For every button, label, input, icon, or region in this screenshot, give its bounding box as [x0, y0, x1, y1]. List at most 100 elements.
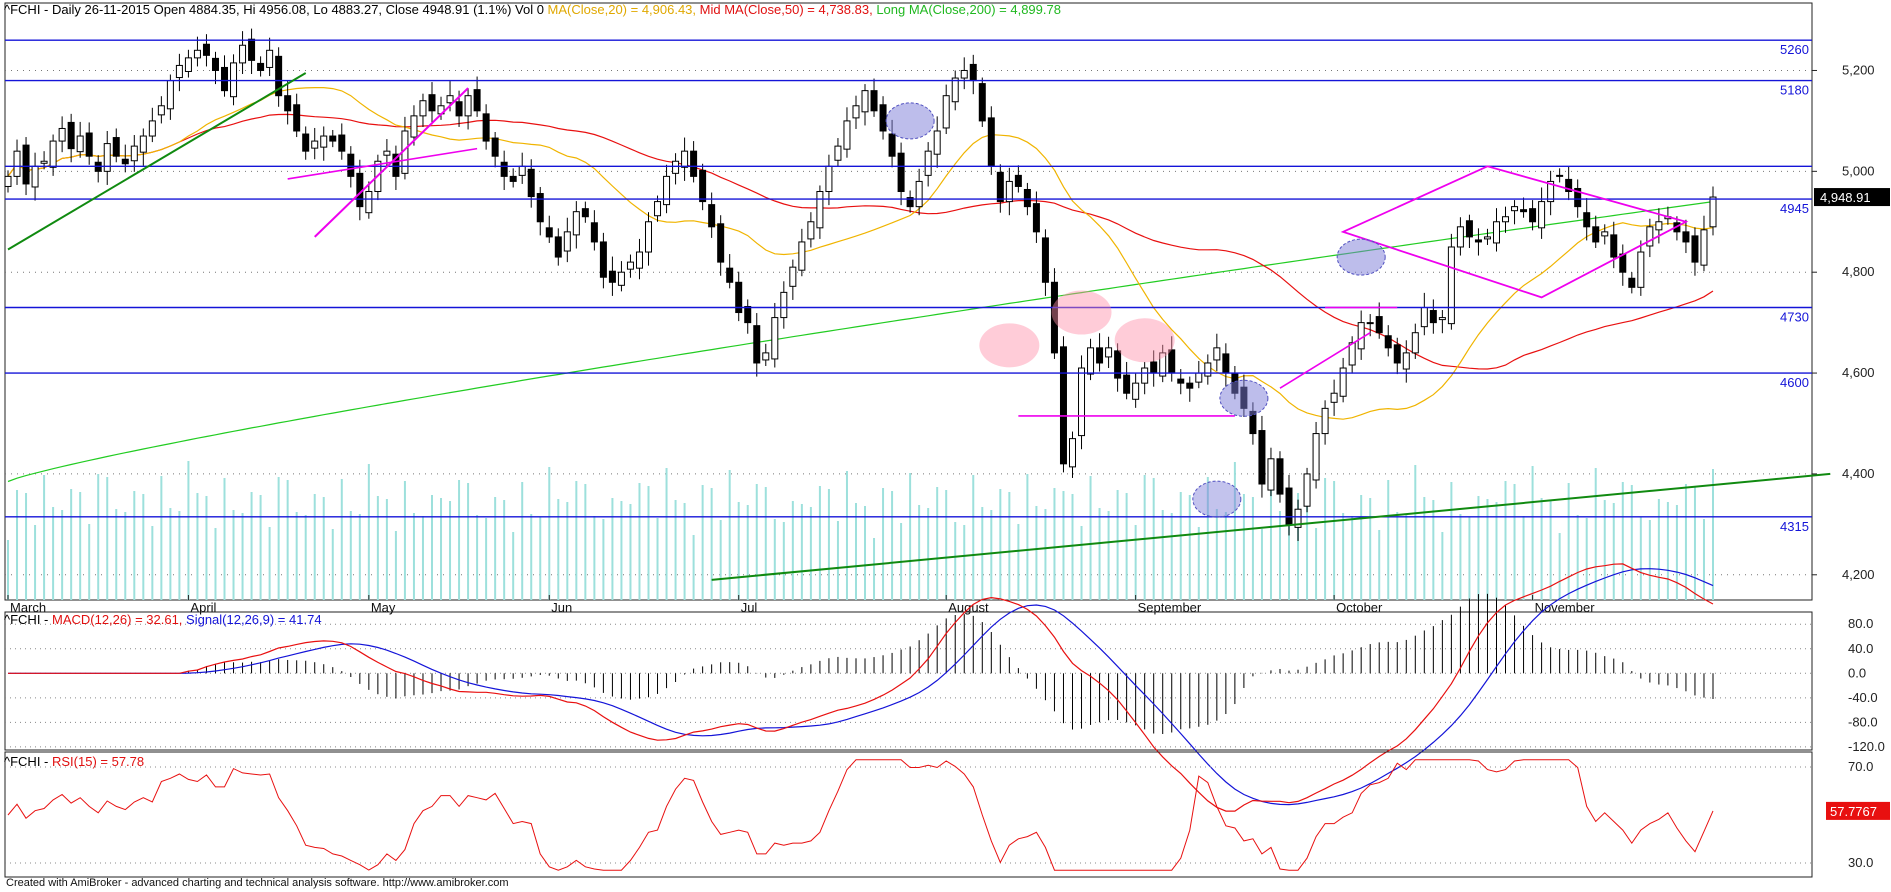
candle-body	[1438, 317, 1446, 321]
candle	[1547, 170, 1555, 216]
rsi-value-label: 57.7767	[1830, 804, 1877, 819]
candle-body	[870, 90, 878, 112]
candle-body	[1447, 246, 1455, 325]
macd-tick-label: 0.0	[1848, 665, 1866, 680]
candle	[1709, 186, 1717, 236]
candle-body	[184, 57, 192, 72]
candle	[536, 186, 544, 236]
macd-line	[8, 563, 1714, 812]
last-price-tag: 4,948.91	[1814, 188, 1890, 207]
candle	[996, 164, 1004, 213]
price-tick-label: 4,200	[1842, 567, 1875, 582]
candle	[906, 190, 914, 213]
channel-upper	[287, 147, 478, 180]
candle	[58, 116, 66, 153]
price-tick-label: 5,200	[1842, 62, 1875, 77]
candle-body	[4, 175, 12, 187]
candle-body	[1465, 220, 1473, 238]
candle	[230, 54, 238, 106]
candle-body	[1592, 226, 1600, 243]
candle-body	[175, 64, 183, 79]
candle-body	[1574, 187, 1582, 208]
candle-body	[1294, 508, 1302, 528]
candle	[608, 256, 616, 296]
candle-body	[1285, 487, 1293, 525]
candle-body	[1068, 438, 1076, 468]
candle-body	[338, 134, 346, 152]
highlight-ellipse	[1336, 238, 1386, 276]
candle	[726, 254, 734, 289]
highlight-ellipse	[885, 102, 935, 140]
candle-body	[581, 208, 589, 218]
candle-body	[825, 165, 833, 193]
candle	[1032, 191, 1040, 243]
candle-body	[978, 83, 986, 122]
candle	[428, 82, 436, 125]
candle-body	[139, 135, 147, 153]
candle-body	[726, 267, 734, 283]
candle	[663, 164, 671, 214]
candle	[744, 299, 752, 334]
candle-body	[221, 66, 229, 92]
candle-body	[329, 135, 337, 142]
candle-body	[771, 317, 779, 360]
candle	[221, 55, 229, 97]
candle	[617, 261, 625, 292]
candle	[798, 228, 806, 277]
candle	[157, 96, 165, 124]
candle-body	[807, 221, 815, 240]
candle-body	[482, 113, 490, 142]
candle-body	[654, 201, 662, 217]
candle	[1050, 268, 1058, 359]
candle	[311, 127, 319, 160]
candle	[320, 126, 328, 161]
candle	[49, 134, 57, 176]
level-label: 4730	[1780, 310, 1809, 325]
rsi-value-bg	[1826, 801, 1890, 820]
candle-body	[464, 95, 472, 117]
candle-body	[527, 168, 535, 198]
candle-body	[1330, 392, 1338, 403]
candle	[708, 192, 716, 238]
candle-body	[987, 117, 995, 167]
candle	[1312, 421, 1320, 489]
candle	[491, 132, 499, 168]
candle-body	[1474, 239, 1482, 243]
candle	[960, 57, 968, 90]
month-label: Jun	[551, 600, 572, 615]
candle-body	[1204, 362, 1212, 377]
candle-body	[1141, 367, 1149, 384]
candle	[554, 228, 562, 266]
candle-body	[1456, 226, 1464, 248]
candle	[1014, 165, 1022, 193]
candle	[599, 232, 607, 289]
candle	[1447, 233, 1455, 330]
candle-body	[1213, 347, 1221, 361]
candle	[1700, 215, 1708, 272]
candle-body	[392, 153, 400, 177]
candle-body	[49, 140, 57, 168]
price-header-text: ^FCHI - Daily 26-11-2015 Open 4884.35, H…	[4, 2, 548, 17]
rsi-tick-label: 70.0	[1848, 759, 1873, 774]
candle-body	[121, 158, 129, 165]
level-label: 4600	[1780, 375, 1809, 390]
candle	[419, 93, 427, 127]
peak-highlight	[979, 323, 1040, 368]
candle-body	[1312, 433, 1320, 481]
candle	[1132, 373, 1140, 408]
candle-body	[852, 105, 860, 119]
rsi-pane	[4, 751, 1813, 878]
candle-body	[31, 165, 39, 188]
candle-body	[590, 222, 598, 243]
candle	[1411, 323, 1419, 359]
candle-body	[1610, 234, 1618, 258]
candle	[789, 259, 797, 300]
candle-body	[1041, 237, 1049, 283]
candle	[1438, 310, 1446, 334]
candle-body	[1366, 322, 1374, 325]
candle-body	[293, 104, 301, 132]
candle-body	[1276, 458, 1284, 495]
candle	[112, 128, 120, 163]
candle-body	[1050, 281, 1058, 354]
